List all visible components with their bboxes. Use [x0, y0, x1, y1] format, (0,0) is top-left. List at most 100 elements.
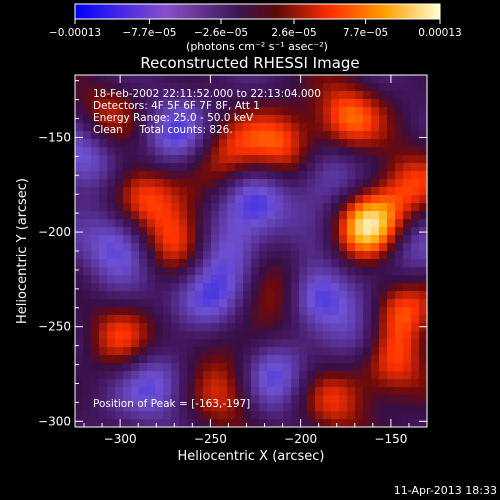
heatmap-cell: [219, 307, 228, 316]
heatmap-cell: [379, 347, 388, 356]
heatmap-cell: [283, 179, 292, 188]
heatmap-cell: [331, 299, 340, 308]
heatmap-cell: [219, 99, 228, 108]
heatmap-cell: [315, 179, 324, 188]
heatmap-cell: [227, 227, 236, 236]
heatmap-cell: [259, 203, 268, 212]
heatmap-cell: [75, 299, 84, 308]
heatmap-cell: [123, 211, 132, 220]
heatmap-cell: [83, 163, 92, 172]
heatmap-cell: [379, 147, 388, 156]
heatmap-cell: [379, 403, 388, 412]
heatmap-cell: [403, 251, 412, 260]
heatmap-cell: [123, 307, 132, 316]
heatmap-cell: [147, 275, 156, 284]
heatmap-cell: [115, 99, 124, 108]
heatmap-cell: [195, 347, 204, 356]
heatmap-cell: [115, 163, 124, 172]
heatmap-cell: [203, 75, 212, 84]
heatmap-cell: [195, 283, 204, 292]
heatmap-cell: [347, 187, 356, 196]
heatmap-cell: [363, 187, 372, 196]
heatmap-cell: [211, 243, 220, 252]
heatmap-cell: [379, 219, 388, 228]
heatmap-cell: [347, 211, 356, 220]
heatmap-cell: [299, 107, 308, 116]
heatmap-cell: [371, 235, 380, 244]
heatmap-cell: [171, 75, 180, 84]
heatmap-cell: [339, 419, 348, 428]
heatmap-cell: [155, 315, 164, 324]
heatmap-cell: [411, 403, 420, 412]
heatmap-cell: [235, 347, 244, 356]
heatmap-cell: [83, 283, 92, 292]
heatmap-cell: [419, 331, 428, 340]
heatmap-cell: [331, 211, 340, 220]
heatmap-cell: [395, 323, 404, 332]
heatmap-cell: [187, 323, 196, 332]
heatmap-cell: [315, 219, 324, 228]
heatmap-cell: [251, 339, 260, 348]
heatmap-cell: [307, 275, 316, 284]
heatmap-cell: [203, 387, 212, 396]
heatmap-cell: [203, 339, 212, 348]
heatmap-cell: [355, 155, 364, 164]
heatmap-cell: [419, 131, 428, 140]
heatmap-cell: [323, 139, 332, 148]
heatmap-cell: [219, 83, 228, 92]
heatmap-cell: [379, 211, 388, 220]
heatmap-cell: [339, 131, 348, 140]
heatmap-cell: [155, 259, 164, 268]
heatmap-cell: [139, 115, 148, 124]
heatmap-cell: [83, 75, 92, 84]
heatmap-cell: [123, 83, 132, 92]
heatmap-cell: [395, 211, 404, 220]
heatmap-cell: [99, 195, 108, 204]
heatmap-cell: [323, 331, 332, 340]
heatmap-cell: [115, 75, 124, 84]
heatmap-cell: [187, 139, 196, 148]
heatmap-cell: [355, 99, 364, 108]
heatmap-cell: [283, 187, 292, 196]
heatmap-cell: [403, 235, 412, 244]
heatmap-cell: [163, 195, 172, 204]
heatmap-cell: [299, 379, 308, 388]
heatmap-cell: [115, 395, 124, 404]
heatmap-cell: [155, 211, 164, 220]
heatmap-cells: [75, 75, 428, 428]
heatmap-cell: [259, 363, 268, 372]
heatmap-cell: [339, 267, 348, 276]
heatmap-cell: [291, 307, 300, 316]
heatmap-cell: [243, 227, 252, 236]
heatmap-cell: [323, 107, 332, 116]
heatmap-cell: [355, 171, 364, 180]
heatmap-cell: [363, 179, 372, 188]
heatmap-cell: [411, 363, 420, 372]
heatmap-cell: [83, 83, 92, 92]
heatmap-cell: [139, 99, 148, 108]
heatmap-cell: [371, 315, 380, 324]
heatmap-cell: [363, 99, 372, 108]
heatmap-cell: [275, 91, 284, 100]
heatmap-cell: [219, 131, 228, 140]
heatmap-cell: [139, 331, 148, 340]
heatmap-cell: [387, 267, 396, 276]
heatmap-cell: [115, 283, 124, 292]
heatmap-cell: [411, 91, 420, 100]
heatmap-cell: [331, 75, 340, 84]
heatmap-cell: [307, 291, 316, 300]
heatmap-cell: [83, 371, 92, 380]
heatmap-cell: [339, 155, 348, 164]
heatmap-cell: [211, 315, 220, 324]
heatmap-cell: [99, 339, 108, 348]
heatmap-cell: [179, 131, 188, 140]
heatmap-cell: [331, 83, 340, 92]
heatmap-cell: [219, 267, 228, 276]
heatmap-cell: [99, 283, 108, 292]
heatmap-cell: [203, 83, 212, 92]
heatmap-cell: [211, 331, 220, 340]
heatmap-cell: [315, 379, 324, 388]
heatmap-cell: [419, 379, 428, 388]
heatmap-cell: [211, 363, 220, 372]
heatmap-cell: [139, 363, 148, 372]
